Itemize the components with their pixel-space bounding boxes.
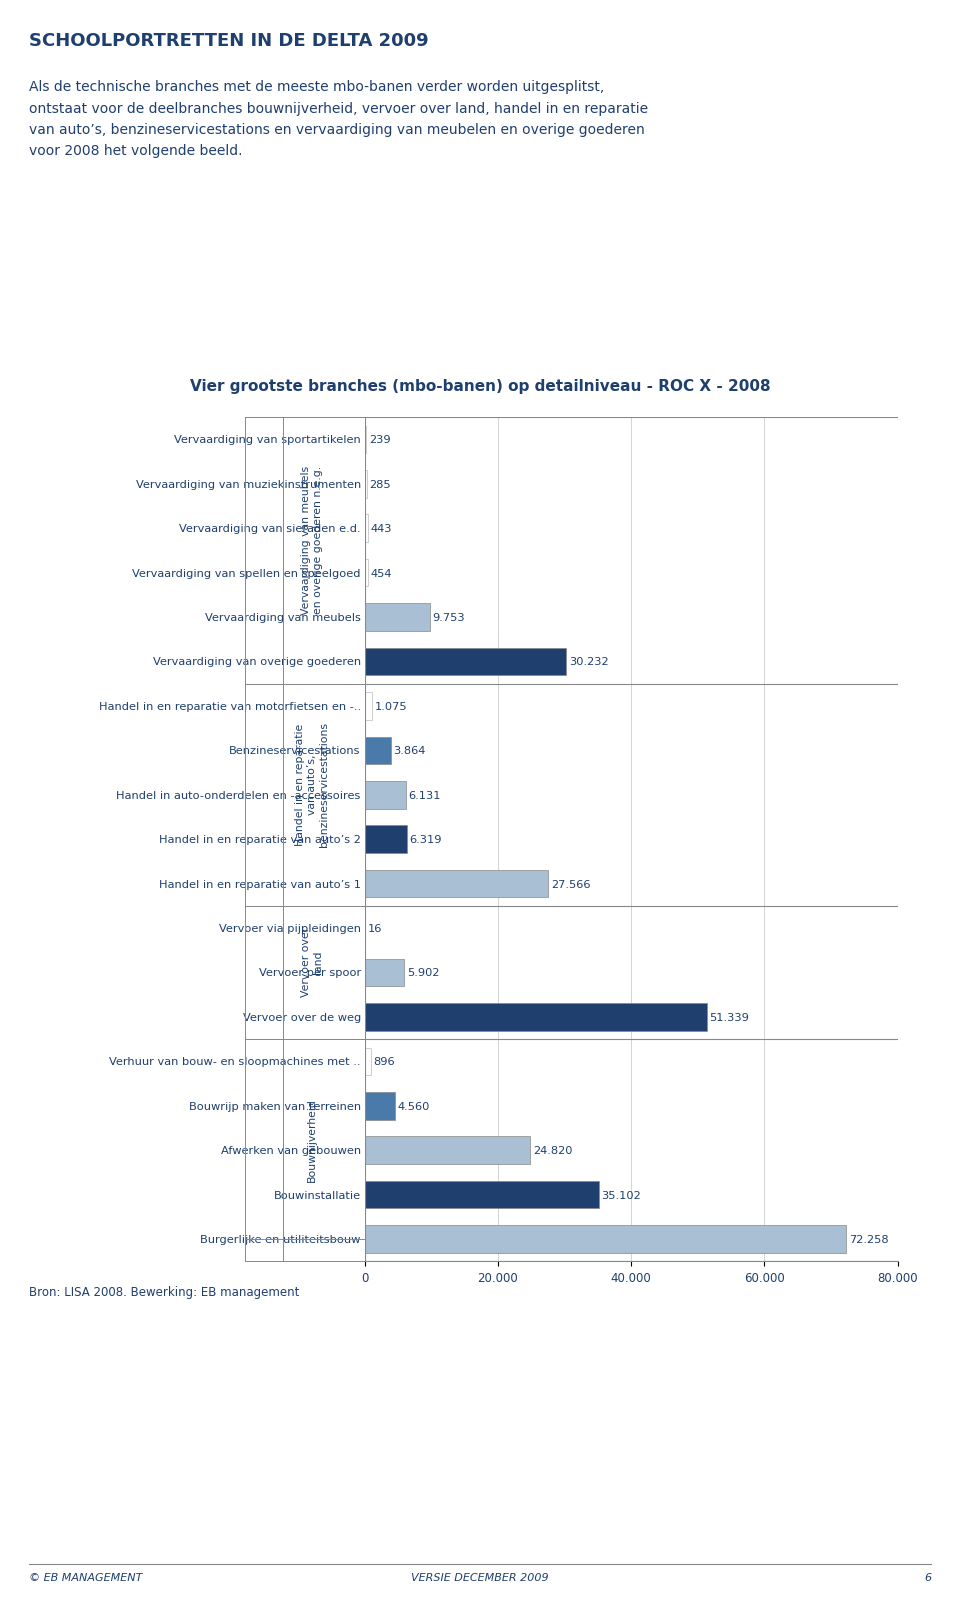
- Text: VERSIE DECEMBER 2009: VERSIE DECEMBER 2009: [411, 1572, 549, 1581]
- Bar: [365, 738, 391, 765]
- Text: 6.319: 6.319: [410, 834, 442, 845]
- Text: Vervaardiging van meubels
en overige goederen n.e.g.: Vervaardiging van meubels en overige goe…: [301, 466, 323, 614]
- Text: Vier grootste branches (mbo-banen) op detailniveau - ROC X - 2008: Vier grootste branches (mbo-banen) op de…: [190, 379, 770, 394]
- Text: 4.560: 4.560: [397, 1101, 430, 1110]
- Text: 239: 239: [369, 435, 391, 445]
- Bar: [365, 516, 368, 543]
- Text: 35.102: 35.102: [601, 1189, 641, 1200]
- Text: Vervaardiging van meubels: Vervaardiging van meubels: [204, 612, 361, 622]
- Bar: [365, 781, 406, 808]
- Text: 16: 16: [368, 924, 382, 934]
- Text: 896: 896: [373, 1057, 396, 1067]
- Text: 6.131: 6.131: [408, 791, 441, 800]
- Bar: [365, 871, 548, 898]
- Text: Handel in en reparatie van auto’s 2: Handel in en reparatie van auto’s 2: [159, 834, 361, 845]
- Text: 24.820: 24.820: [533, 1146, 572, 1155]
- Text: 27.566: 27.566: [551, 879, 590, 889]
- Bar: [365, 426, 367, 453]
- Text: Bron: LISA 2008. Bewerking: EB management: Bron: LISA 2008. Bewerking: EB managemen…: [29, 1286, 300, 1298]
- Bar: [365, 1003, 707, 1032]
- Text: 30.232: 30.232: [569, 657, 609, 667]
- Text: 443: 443: [371, 524, 392, 534]
- Text: 72.258: 72.258: [849, 1234, 888, 1244]
- Text: Vervoer over
land: Vervoer over land: [301, 927, 323, 996]
- Text: Handel in en reparatie
van auto’s,
benzineservicestations: Handel in en reparatie van auto’s, benzi…: [296, 722, 328, 847]
- Text: Benzineservicestations: Benzineservicestations: [229, 746, 361, 755]
- Text: Bouwnijverheid: Bouwnijverheid: [307, 1098, 317, 1181]
- Text: 5.902: 5.902: [407, 967, 440, 979]
- Text: Als de technische branches met de meeste mbo-banen verder worden uitgesplitst,
o: Als de technische branches met de meeste…: [29, 80, 648, 157]
- Text: 9.753: 9.753: [432, 612, 465, 622]
- Text: 285: 285: [370, 479, 391, 490]
- Text: Afwerken van gebouwen: Afwerken van gebouwen: [221, 1146, 361, 1155]
- Bar: [365, 604, 430, 632]
- Bar: [365, 648, 566, 677]
- Text: 51.339: 51.339: [709, 1012, 749, 1022]
- Text: Handel in en reparatie van motorfietsen en -..: Handel in en reparatie van motorfietsen …: [99, 701, 361, 712]
- Text: Vervaardiging van spellen en speelgoed: Vervaardiging van spellen en speelgoed: [132, 569, 361, 579]
- Bar: [365, 1136, 530, 1163]
- Bar: [365, 693, 372, 720]
- Text: Handel in auto-onderdelen en -accessoires: Handel in auto-onderdelen en -accessoire…: [116, 791, 361, 800]
- Text: Handel in en reparatie van auto’s 1: Handel in en reparatie van auto’s 1: [158, 879, 361, 889]
- Bar: [365, 826, 407, 853]
- Text: Bouwrijp maken van terreinen: Bouwrijp maken van terreinen: [189, 1101, 361, 1110]
- Text: Vervoer over de weg: Vervoer over de weg: [243, 1012, 361, 1022]
- Bar: [365, 1048, 371, 1075]
- Bar: [365, 1226, 846, 1253]
- Text: © EB MANAGEMENT: © EB MANAGEMENT: [29, 1572, 142, 1581]
- Text: Bouwinstallatie: Bouwinstallatie: [274, 1189, 361, 1200]
- Bar: [365, 471, 367, 498]
- Bar: [365, 559, 368, 587]
- Text: Vervaardiging van sieraden e.d.: Vervaardiging van sieraden e.d.: [180, 524, 361, 534]
- Text: Vervoer via pijpleidingen: Vervoer via pijpleidingen: [219, 924, 361, 934]
- Bar: [365, 1093, 396, 1120]
- Bar: [365, 1181, 599, 1208]
- Text: Vervaardiging van muziekinstrumenten: Vervaardiging van muziekinstrumenten: [135, 479, 361, 490]
- Text: 1.075: 1.075: [374, 701, 407, 712]
- Text: Burgerlijke en utiliteitsbouw: Burgerlijke en utiliteitsbouw: [201, 1234, 361, 1244]
- Text: 6: 6: [924, 1572, 931, 1581]
- Text: SCHOOLPORTRETTEN IN DE DELTA 2009: SCHOOLPORTRETTEN IN DE DELTA 2009: [29, 32, 428, 50]
- Text: Vervoer per spoor: Vervoer per spoor: [258, 967, 361, 979]
- Bar: [365, 959, 404, 987]
- Text: Vervaardiging van sportartikelen: Vervaardiging van sportartikelen: [174, 435, 361, 445]
- Text: 454: 454: [371, 569, 392, 579]
- Text: 3.864: 3.864: [394, 746, 425, 755]
- Text: Vervaardiging van overige goederen: Vervaardiging van overige goederen: [153, 657, 361, 667]
- Text: Verhuur van bouw- en sloopmachines met ..: Verhuur van bouw- en sloopmachines met .…: [109, 1057, 361, 1067]
